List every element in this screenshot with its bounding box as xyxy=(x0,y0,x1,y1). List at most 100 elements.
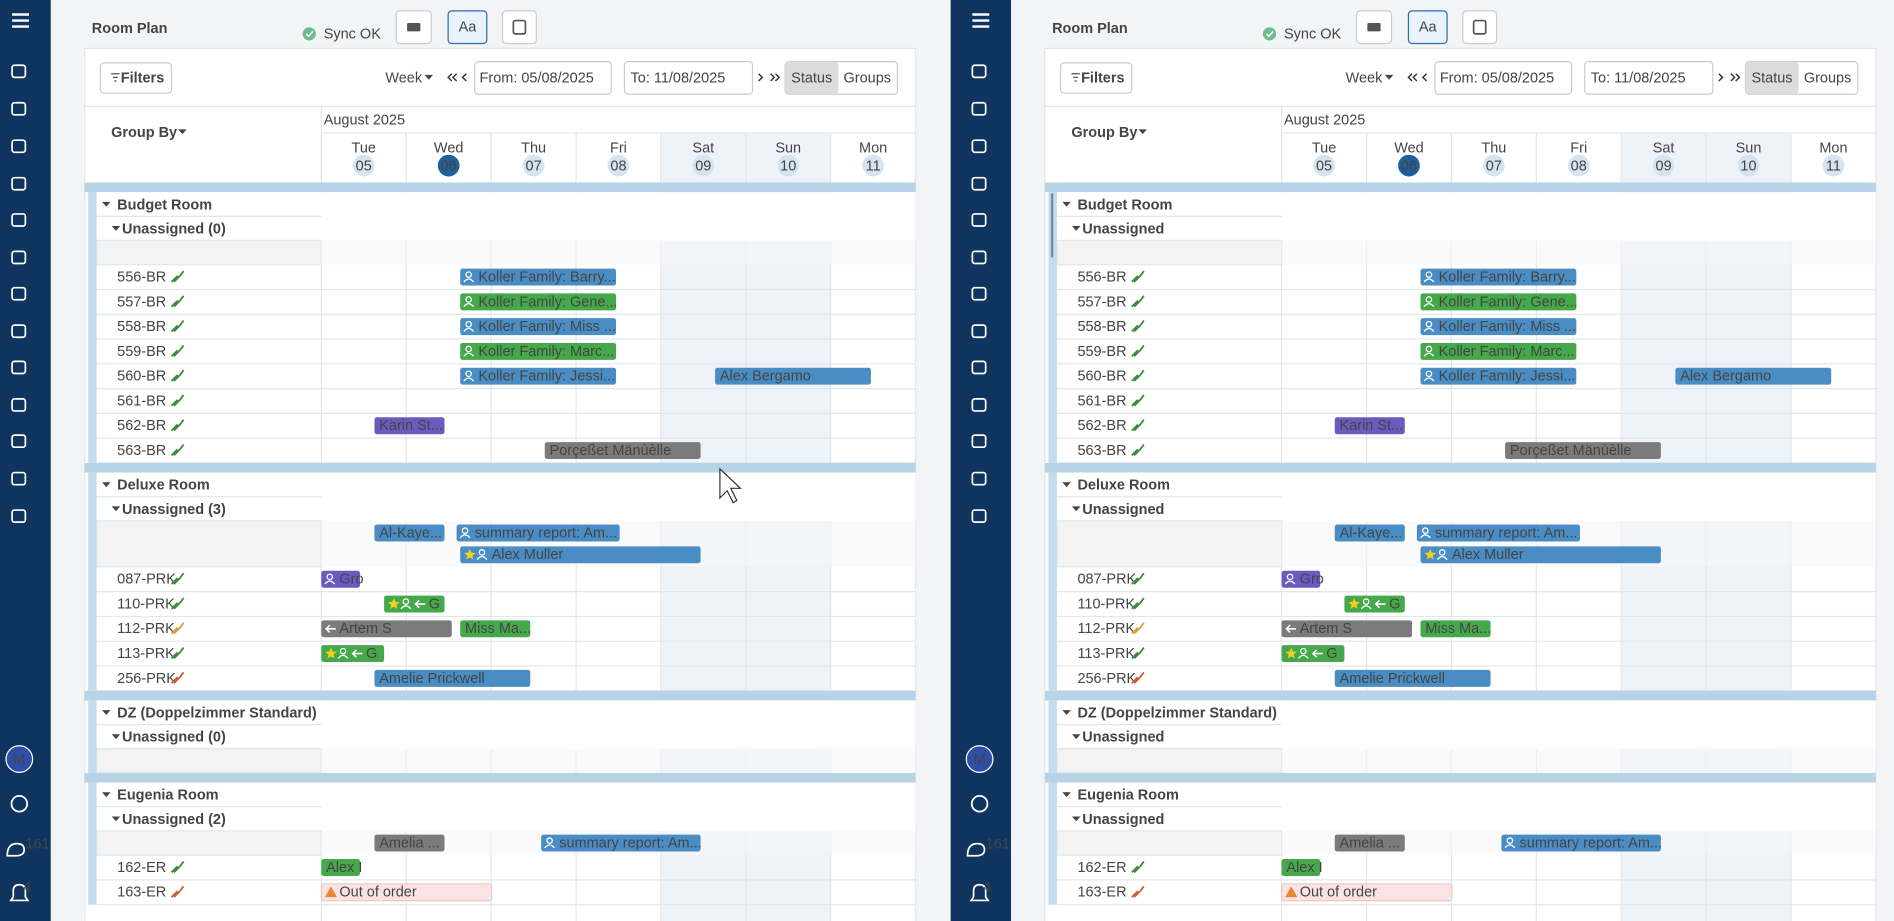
booking-bar[interactable] xyxy=(374,524,445,542)
room-number[interactable]: 163-ER xyxy=(117,885,166,901)
status-label[interactable]: Status xyxy=(791,70,832,86)
room-number[interactable]: 562-BR xyxy=(1077,418,1126,434)
booking-label[interactable]: G xyxy=(1389,596,1400,612)
status-toggle[interactable] xyxy=(785,61,839,95)
booking-label[interactable]: Out of order xyxy=(339,885,416,901)
nav-icon[interactable] xyxy=(971,509,987,523)
booking-bar[interactable] xyxy=(1420,293,1577,311)
from-input[interactable] xyxy=(474,61,612,95)
notes-button[interactable] xyxy=(1462,10,1498,45)
unassigned-label[interactable]: Unassigned (3) xyxy=(122,502,226,518)
booking-label[interactable]: Karin St... xyxy=(1340,418,1404,434)
nav-icon[interactable] xyxy=(11,139,27,154)
booking-label[interactable]: Al-Kaye... xyxy=(379,525,442,541)
booking-label[interactable]: G xyxy=(1326,646,1337,662)
room-type[interactable]: DZ (Doppelzimmer Standard) xyxy=(117,706,317,722)
booking-bar[interactable] xyxy=(1334,669,1491,687)
groups-label[interactable]: Groups xyxy=(844,70,891,86)
view-select[interactable]: Week xyxy=(385,70,423,86)
room-number[interactable]: 560-BR xyxy=(117,369,166,385)
booking-bar[interactable] xyxy=(1675,367,1832,385)
booking-label[interactable]: Alex I xyxy=(326,860,362,876)
group-by[interactable]: Group By xyxy=(111,125,177,141)
nav-icon[interactable] xyxy=(11,360,27,375)
nav-icon[interactable] xyxy=(11,509,27,523)
booking-label[interactable]: G xyxy=(366,646,377,662)
notes-button[interactable] xyxy=(501,10,537,45)
booking-label[interactable]: summary report: Am... xyxy=(1435,525,1577,541)
booking-label[interactable]: Koller Family: Miss ... xyxy=(1439,319,1577,335)
booking-bar[interactable] xyxy=(456,524,620,542)
filters-label[interactable]: Filters xyxy=(1081,70,1124,86)
room-type[interactable]: Deluxe Room xyxy=(1077,478,1170,494)
room-number[interactable]: 087-PRK xyxy=(117,572,176,588)
font-size-button[interactable] xyxy=(447,10,488,45)
room-number[interactable]: 256-PRK xyxy=(117,671,176,687)
to-input[interactable] xyxy=(1584,61,1714,95)
room-number[interactable]: 113-PRK xyxy=(1077,646,1135,662)
booking-bar[interactable] xyxy=(1281,859,1321,876)
from-input[interactable] xyxy=(1434,61,1573,95)
unassigned-label[interactable]: Unassigned (0) xyxy=(122,730,226,746)
avatar[interactable] xyxy=(965,745,994,773)
booking-bar[interactable] xyxy=(544,442,701,459)
room-number[interactable]: 558-BR xyxy=(1077,319,1126,335)
booking-bar[interactable] xyxy=(460,318,617,336)
nav-icon[interactable] xyxy=(971,434,987,449)
booking-label[interactable]: Al-Kaye... xyxy=(1340,525,1403,541)
booking-bar[interactable] xyxy=(374,669,531,687)
nav-icon[interactable] xyxy=(971,64,987,79)
nav-icon[interactable] xyxy=(971,139,987,154)
unassigned-label[interactable]: Unassigned (0) xyxy=(122,221,226,237)
nav-icon[interactable] xyxy=(971,250,987,265)
chat-icon[interactable] xyxy=(966,842,986,857)
unassigned-label[interactable]: Unassigned xyxy=(1082,812,1164,828)
room-type[interactable]: Budget Room xyxy=(117,197,212,213)
room-type[interactable]: Eugenia Room xyxy=(117,788,218,804)
font-size-button[interactable] xyxy=(1407,10,1448,45)
room-number[interactable]: 563-BR xyxy=(117,443,166,459)
room-number[interactable]: 557-BR xyxy=(1077,294,1126,310)
room-number[interactable]: 162-ER xyxy=(1077,860,1126,876)
booking-bar[interactable] xyxy=(1334,417,1405,435)
room-number[interactable]: 561-BR xyxy=(117,393,166,409)
room-type[interactable]: Budget Room xyxy=(1077,197,1172,213)
room-number[interactable]: 256-PRK xyxy=(1077,671,1136,687)
room-number[interactable]: 556-BR xyxy=(1077,270,1126,286)
nav-icon[interactable] xyxy=(971,286,987,301)
booking-label[interactable]: Koller Family: Gene... xyxy=(1439,294,1578,310)
nav-icon[interactable] xyxy=(971,324,987,339)
booking-label[interactable]: Koller Family: Miss ... xyxy=(478,319,616,335)
booking-label[interactable]: Artem S xyxy=(1300,621,1352,637)
booking-label[interactable]: summary report: Am... xyxy=(475,525,617,541)
booking-label[interactable]: Porçeßet Mänùèlle xyxy=(550,443,672,459)
status-toggle[interactable] xyxy=(1745,61,1799,95)
room-number[interactable]: 563-BR xyxy=(1077,443,1126,459)
booking-label[interactable]: G xyxy=(429,596,440,612)
booking-bar[interactable] xyxy=(1416,524,1580,542)
booking-bar[interactable] xyxy=(1334,834,1405,852)
bell-icon[interactable] xyxy=(969,883,990,902)
booking-label[interactable]: Koller Family: Marc... xyxy=(1439,344,1575,360)
room-number[interactable]: 110-PRK xyxy=(1077,596,1135,612)
room-number[interactable]: 561-BR xyxy=(1077,393,1126,409)
nav-icon[interactable] xyxy=(11,250,27,265)
room-type[interactable]: Eugenia Room xyxy=(1077,788,1178,804)
nav-icon[interactable] xyxy=(971,176,987,191)
booking-bar[interactable] xyxy=(460,293,617,311)
booking-bar[interactable] xyxy=(1334,524,1405,542)
room-type[interactable]: DZ (Doppelzimmer Standard) xyxy=(1077,706,1277,722)
room-number[interactable]: 557-BR xyxy=(117,294,166,310)
bell-icon[interactable] xyxy=(9,883,30,902)
nav-icon[interactable] xyxy=(11,324,27,339)
room-number[interactable]: 113-PRK xyxy=(117,646,175,662)
group-by[interactable]: Group By xyxy=(1071,125,1137,141)
nav-icon[interactable] xyxy=(11,213,27,227)
room-number[interactable]: 560-BR xyxy=(1077,369,1126,385)
help-icon[interactable] xyxy=(10,794,29,813)
unassigned-label[interactable]: Unassigned (2) xyxy=(122,812,226,828)
groups-label[interactable]: Groups xyxy=(1804,70,1851,86)
booking-label[interactable]: Alex Bergamo xyxy=(1680,369,1771,385)
unassigned-label[interactable]: Unassigned xyxy=(1082,502,1164,518)
booking-label[interactable]: Koller Family: Marc... xyxy=(478,344,614,360)
